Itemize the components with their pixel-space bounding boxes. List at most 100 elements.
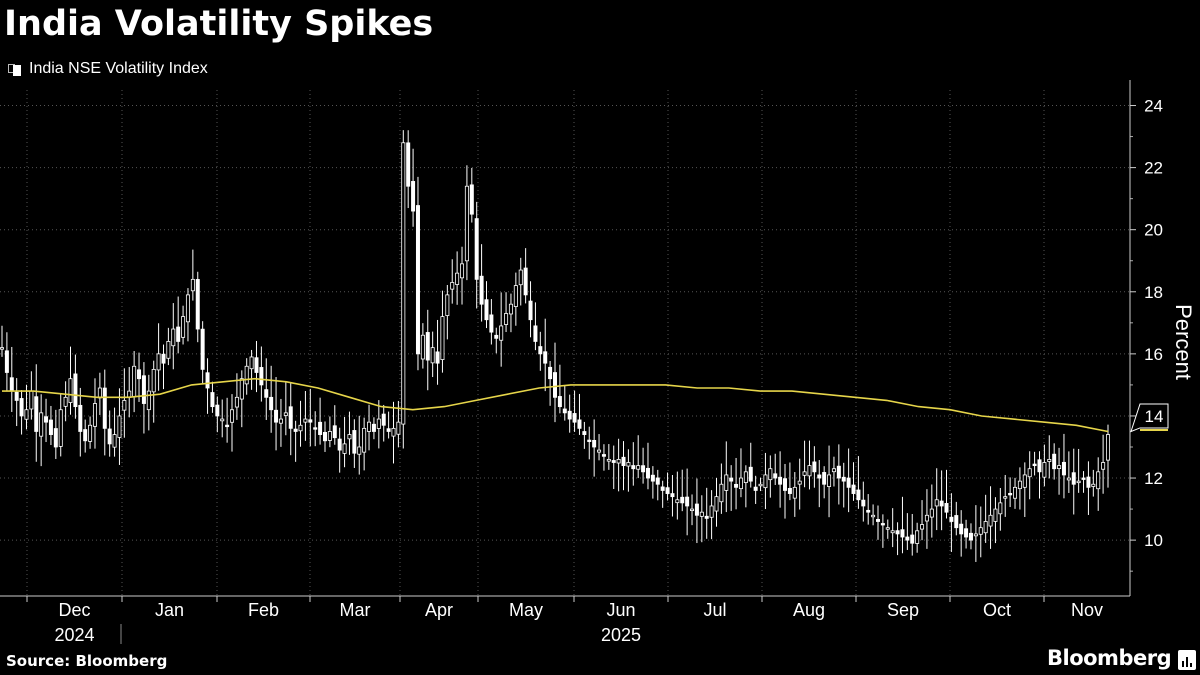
candle-body <box>528 300 533 321</box>
candle-body <box>499 325 504 341</box>
candle-body <box>895 530 900 535</box>
source-note: Source: Bloomberg <box>6 652 168 670</box>
candle-body <box>866 509 871 513</box>
candle-body <box>807 465 812 477</box>
candle-body <box>1091 483 1096 487</box>
candle-body <box>817 474 822 479</box>
candle-body <box>856 489 861 501</box>
candle-body <box>274 409 279 423</box>
candle-body <box>900 529 905 538</box>
candle-body <box>812 461 817 473</box>
candle-body <box>577 419 582 429</box>
candle-body <box>195 279 200 330</box>
candle-body <box>161 353 166 364</box>
candle-body <box>655 477 660 485</box>
candle-body <box>318 421 323 435</box>
candle-body <box>396 421 401 435</box>
candle-body <box>239 378 244 400</box>
chart-title: India Volatility Spikes <box>4 4 434 44</box>
y-tick-label: 22 <box>1144 159 1163 178</box>
candle-body <box>1076 480 1081 484</box>
candle-body <box>738 477 743 490</box>
candle-body <box>748 466 753 482</box>
candle-body <box>954 515 959 529</box>
y-tick-label: 20 <box>1144 221 1163 240</box>
y-tick-label: 12 <box>1144 469 1163 488</box>
candle-body <box>234 396 239 408</box>
candle-body <box>734 483 739 488</box>
candle-body <box>1017 480 1022 490</box>
candle-body <box>420 334 425 360</box>
candle-body <box>489 314 494 333</box>
candle-body <box>606 459 611 462</box>
candle-body <box>440 316 445 360</box>
candle-body <box>650 474 655 482</box>
candle-body <box>190 278 195 292</box>
candle-body <box>704 515 709 519</box>
candle-body <box>352 430 357 454</box>
candle-body <box>998 502 1003 515</box>
candle-body <box>97 387 102 399</box>
x-year-label: 2024 <box>54 625 94 645</box>
candle-body <box>944 503 949 513</box>
legend-candle-icon <box>8 63 21 76</box>
candle-body <box>773 473 778 479</box>
candle-body <box>924 514 929 522</box>
candle-body <box>920 524 925 530</box>
candle-body <box>1022 474 1027 488</box>
candle-body <box>675 499 680 504</box>
x-month-label: Oct <box>983 600 1011 620</box>
candle-body <box>132 365 137 398</box>
candle-body <box>846 477 851 488</box>
legend: India NSE Volatility Index <box>8 60 208 78</box>
candle-body <box>851 484 856 494</box>
candle-body <box>9 377 14 392</box>
candle-body <box>24 409 29 420</box>
candle-body <box>1013 486 1018 499</box>
candle-body <box>959 523 964 535</box>
x-month-label: Aug <box>793 600 825 620</box>
candle-body <box>415 205 420 355</box>
last-value-tag <box>1130 403 1169 433</box>
candle-body <box>1086 476 1091 488</box>
candle-body <box>915 530 920 544</box>
candle-body <box>939 500 944 507</box>
y-tick-label: 24 <box>1144 97 1163 116</box>
candle-body <box>122 400 127 411</box>
candle-body <box>215 404 220 417</box>
candle-body <box>841 476 846 482</box>
candle-body <box>616 459 621 464</box>
candle-body <box>474 218 479 280</box>
candle-body <box>802 471 807 476</box>
candle-body <box>513 285 518 307</box>
y-tick-label: 10 <box>1144 531 1163 550</box>
candle-body <box>518 269 523 286</box>
y-tick-label: 16 <box>1144 345 1163 364</box>
candle-body <box>1061 461 1066 476</box>
candle-body <box>469 184 474 215</box>
candle-body <box>875 519 880 522</box>
candle-body <box>78 404 83 432</box>
candle-body <box>978 527 983 535</box>
candle-body <box>460 263 465 279</box>
candle-body <box>225 424 230 428</box>
candle-body <box>406 142 411 187</box>
candle-body <box>278 418 283 424</box>
candle-body <box>831 468 836 473</box>
candle-body <box>181 316 186 338</box>
candle-body <box>68 378 73 403</box>
candle-body <box>141 375 146 404</box>
candle-body <box>357 446 362 455</box>
candle-body <box>729 477 734 482</box>
x-month-label: Sep <box>887 600 919 620</box>
candle-body <box>1042 462 1047 478</box>
candle-body <box>1101 462 1106 470</box>
candle-body <box>83 429 88 442</box>
x-month-label: Mar <box>340 600 371 620</box>
candle-body <box>445 294 450 316</box>
candle-body <box>601 454 606 457</box>
moving-average-line <box>2 377 1109 433</box>
candle-body <box>73 373 78 408</box>
candle-body <box>690 508 695 511</box>
candle-body <box>254 357 259 373</box>
